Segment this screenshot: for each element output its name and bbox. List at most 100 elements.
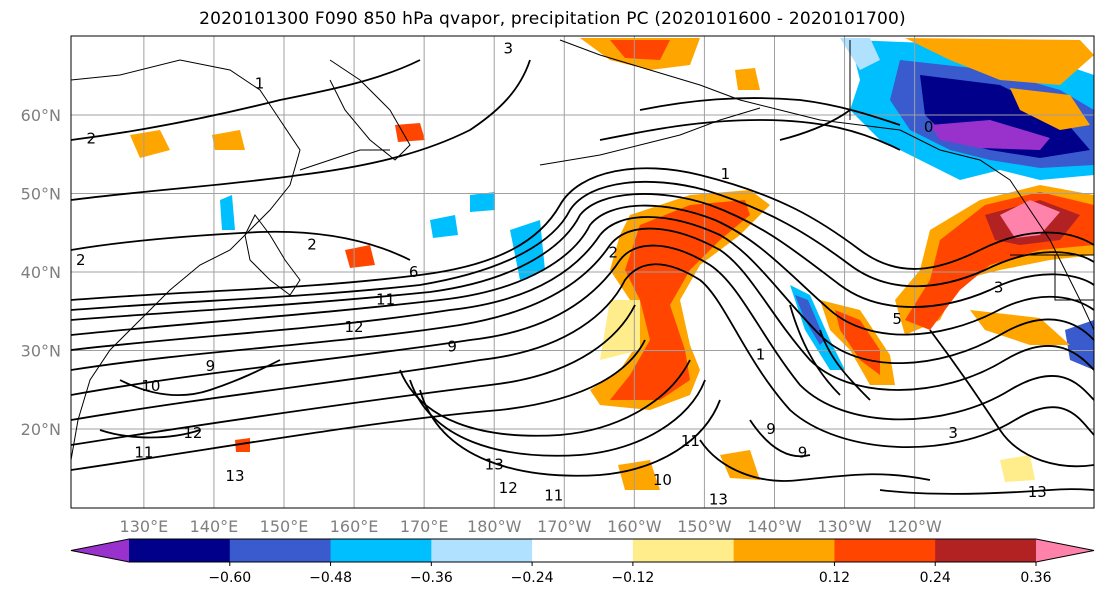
lon-tick-label: 160°W xyxy=(607,517,662,536)
lon-tick-label: 170°E xyxy=(400,517,449,536)
longitude-axis-labels: 130°E 140°E 150°E 160°E 170°E 180°W 170°W 160°W… xyxy=(120,517,942,536)
contour-label: 1 xyxy=(756,345,766,363)
coast-kamchatka xyxy=(329,59,411,161)
lon-tick-label: 180°W xyxy=(467,517,522,536)
gridlines xyxy=(71,36,1094,508)
precipitation-shading xyxy=(130,38,1094,490)
shade-patch-3 xyxy=(395,123,425,142)
lon-tick-label: 150°E xyxy=(260,517,309,536)
shade-right-orange-2 xyxy=(1010,88,1090,130)
plot-frame xyxy=(70,35,1095,509)
contour-label: 6 xyxy=(409,263,419,281)
colorbar-tick-label: 0.36 xyxy=(1020,570,1051,586)
contour-label: 10 xyxy=(653,471,672,489)
shade-top-red xyxy=(610,40,670,60)
contour-label: 11 xyxy=(134,444,153,462)
shade-east-red xyxy=(835,310,880,375)
colorbar-extend-low xyxy=(71,539,129,562)
contour-label: 9 xyxy=(206,357,216,375)
lon-tick-label: 160°E xyxy=(330,517,379,536)
shade-ca-orange xyxy=(970,310,1070,345)
colorbar-extend-high xyxy=(1036,539,1094,562)
contour-label: 2 xyxy=(87,130,97,148)
qvapor-contours xyxy=(71,59,1094,495)
contour-label: 3 xyxy=(994,279,1004,297)
contour-label: 13 xyxy=(709,491,728,509)
contour-label: 0 xyxy=(924,118,934,136)
contour-label: 2 xyxy=(609,243,619,261)
contour-label: 9 xyxy=(766,420,776,438)
lon-tick-label: 130°W xyxy=(817,517,872,536)
coast-alaska xyxy=(559,39,1094,331)
map-title: 2020101300 F090 850 hPa qvapor, precipit… xyxy=(199,9,906,29)
shade-patch-10 xyxy=(235,438,250,452)
latitude-axis-labels: 60°N 50°N 40°N 30°N 20°N xyxy=(21,106,61,439)
colorbar-tick-label: −0.60 xyxy=(208,570,251,586)
contour-label: 2 xyxy=(76,251,86,269)
contour-label: 9 xyxy=(798,444,808,462)
lat-tick-label: 20°N xyxy=(21,420,61,439)
colorbar-tick-label: −0.48 xyxy=(309,570,352,586)
colorbar-bin xyxy=(632,539,735,562)
lat-tick-label: 50°N xyxy=(21,185,61,204)
colorbar: −0.60−0.48−0.36−0.24−0.120.120.240.360.4… xyxy=(70,538,1095,586)
colorbar-bin xyxy=(229,539,332,562)
colorbar-bin xyxy=(129,539,231,562)
shade-patch-11 xyxy=(1000,455,1035,482)
lon-tick-label: 170°W xyxy=(537,517,592,536)
colorbar-bin xyxy=(431,539,533,562)
contour-label: 12 xyxy=(499,479,518,497)
shade-top-right-orange xyxy=(905,38,1094,85)
lat-tick-label: 40°N xyxy=(21,263,61,282)
colorbar-bin xyxy=(935,539,1037,562)
contour-label: 9 xyxy=(447,338,457,356)
contour-label: 13 xyxy=(225,467,244,485)
coast-kuril xyxy=(299,149,390,171)
shade-patch-4 xyxy=(345,245,375,268)
lon-tick-label: 120°W xyxy=(887,517,942,536)
shade-patch-5 xyxy=(735,68,760,90)
shade-patch-6 xyxy=(720,450,760,480)
contour-label: 10 xyxy=(141,377,160,395)
colorbar-tick-label: −0.36 xyxy=(410,570,453,586)
colorbar-tick-label: −0.12 xyxy=(611,570,654,586)
colorbar-tick-label: −0.24 xyxy=(511,570,554,586)
contour-label: 11 xyxy=(376,290,395,308)
shade-patch-2 xyxy=(212,130,245,150)
coast-asia xyxy=(71,59,301,461)
shade-purple xyxy=(930,120,1050,150)
shade-patch-7 xyxy=(618,460,660,490)
contour-label: 1 xyxy=(255,75,265,93)
coast-aleutian xyxy=(539,107,761,166)
shade-patch-8 xyxy=(220,195,235,230)
coast-state xyxy=(1054,255,1094,301)
contour-label: 11 xyxy=(681,432,700,450)
lon-tick-label: 150°W xyxy=(677,517,732,536)
lon-tick-label: 140°E xyxy=(190,517,239,536)
colorbar-tick-label: 0.12 xyxy=(819,570,850,586)
lon-tick-label: 130°E xyxy=(120,517,169,536)
colorbar-bin xyxy=(834,539,936,562)
lat-tick-label: 60°N xyxy=(21,106,61,125)
colorbar-bin xyxy=(532,539,634,562)
contour-label: 13 xyxy=(485,455,504,473)
contour-label: 11 xyxy=(544,487,563,505)
contour-label: 13 xyxy=(1028,483,1047,501)
contour-label: 5 xyxy=(892,310,902,328)
contour-label: 1 xyxy=(721,165,731,183)
shade-coast-pink xyxy=(1000,200,1060,238)
lat-tick-label: 30°N xyxy=(21,342,61,361)
contour-label: 3 xyxy=(503,39,513,57)
colorbar-outline xyxy=(70,538,1095,563)
colorbar-tick-label: 0.24 xyxy=(920,570,951,586)
contour-label: 12 xyxy=(345,318,364,336)
shade-patch-1 xyxy=(130,130,170,158)
contour-label: 12 xyxy=(183,424,202,442)
coastlines xyxy=(71,39,1094,461)
contour-label: 3 xyxy=(948,424,958,442)
shade-patch-12 xyxy=(430,215,458,238)
lon-tick-label: 140°W xyxy=(747,517,802,536)
